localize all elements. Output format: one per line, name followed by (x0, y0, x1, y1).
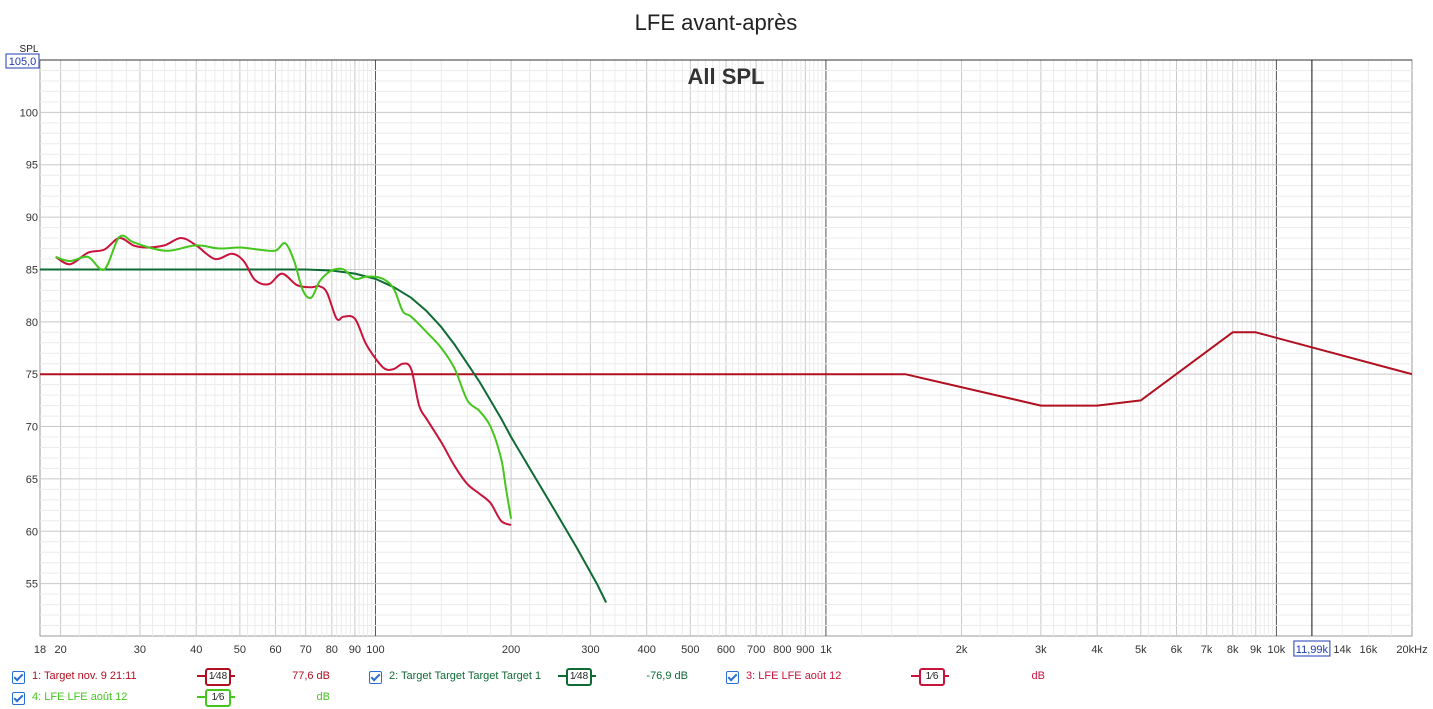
legend-label-4: 4: LFE LFE août 12 (32, 691, 128, 703)
y-tick-label: 75 (26, 369, 38, 381)
series-lines (40, 234, 1412, 603)
axis-ticks: 18 20 30 40 50 60 70 80 90 100 200 300 400 500 600 700 8… (20, 107, 1428, 656)
x-tick-label: 9k (1250, 644, 1262, 656)
x-tick-label: 20 (54, 644, 66, 656)
x-cursor-readout-text: 11,99k (1296, 644, 1329, 656)
smoothing-control-3[interactable]: 1⁄6 (911, 668, 949, 686)
legend-checkbox-3[interactable] (726, 671, 739, 684)
x-tick-label: 20kHz (1396, 644, 1427, 656)
y-tick-label: 70 (26, 422, 38, 434)
legend-checkbox-4[interactable] (12, 692, 25, 705)
legend-value-2: -76,9 dB (646, 670, 688, 682)
smoothing-label-1: 1⁄48 (205, 668, 231, 686)
y-axis-label: SPL (20, 44, 39, 55)
y-tick-label: 60 (26, 526, 38, 538)
series-line-4 (55, 234, 513, 519)
x-tick-label: 5k (1135, 644, 1147, 656)
x-tick-label: 200 (502, 644, 520, 656)
grid (39, 59, 1413, 637)
legend-value-3: dB (1031, 670, 1045, 682)
x-tick-label: 100 (366, 644, 384, 656)
smoothing-control-1[interactable]: 1⁄48 (197, 668, 235, 686)
x-tick-label: 50 (234, 644, 246, 656)
legend-checkbox-1[interactable] (12, 671, 25, 684)
x-tick-label: 80 (326, 644, 338, 656)
legend-label-1: 1: Target nov. 9 21:11 (32, 670, 137, 682)
chart-subtitle: All SPL (687, 64, 764, 89)
smoothing-label-3: 1⁄6 (919, 668, 945, 686)
x-tick-label: 7k (1201, 644, 1213, 656)
x-tick-label: 400 (637, 644, 655, 656)
y-tick-label: 80 (26, 317, 38, 329)
chart-title: LFE avant-après (635, 10, 798, 35)
x-tick-label: 800 (773, 644, 791, 656)
series-line-2 (40, 268, 607, 603)
x-tick-label: 3k (1035, 644, 1047, 656)
y-tick-label: 95 (26, 160, 38, 172)
x-tick-label: 70 (300, 644, 312, 656)
smoothing-control-4[interactable]: 1⁄6 (197, 689, 235, 707)
y-tick-label: 100 (20, 107, 38, 119)
x-tick-label: 18 (34, 644, 46, 656)
x-tick-label: 8k (1227, 644, 1239, 656)
x-tick-label: 40 (190, 644, 202, 656)
x-cursor-readout[interactable]: 11,99k (1293, 640, 1331, 657)
legend-value-4: dB (316, 691, 330, 703)
series-group (40, 234, 1412, 603)
x-tick-label: 4k (1091, 644, 1103, 656)
series-line-1 (40, 331, 1412, 407)
legend-value-1: 77,6 dB (292, 670, 330, 682)
y-tick-label: 55 (26, 579, 38, 591)
x-tick-label: 10k (1268, 644, 1286, 656)
smoothing-control-2[interactable]: 1⁄48 (558, 668, 596, 686)
x-tick-label: 16k (1359, 644, 1377, 656)
x-tick-label: 900 (796, 644, 814, 656)
legend-checkbox-2[interactable] (369, 671, 382, 684)
legend-label-2: 2: Target Target Target Target 1 (389, 670, 542, 682)
y-tick-label: 85 (26, 264, 38, 276)
smoothing-label-4: 1⁄6 (205, 689, 231, 707)
legend-label-3: 3: LFE LFE août 12 (746, 670, 842, 682)
x-tick-label: 300 (581, 644, 599, 656)
x-tick-label: 90 (349, 644, 361, 656)
y-cursor-readout-text: 105,0 (9, 56, 37, 68)
x-tick-label: 30 (134, 644, 146, 656)
x-tick-label: 14k (1333, 644, 1351, 656)
x-tick-label: 600 (717, 644, 735, 656)
y-tick-label: 90 (26, 212, 38, 224)
x-tick-label: 1k (820, 644, 832, 656)
y-cursor-readout[interactable]: 105,0 (5, 53, 40, 69)
x-tick-label: 6k (1171, 644, 1183, 656)
x-tick-label: 500 (681, 644, 699, 656)
x-tick-label: 60 (269, 644, 281, 656)
x-tick-label: 700 (747, 644, 765, 656)
x-tick-label: 2k (956, 644, 968, 656)
smoothing-label-2: 1⁄48 (566, 668, 592, 686)
y-tick-label: 65 (26, 474, 38, 486)
